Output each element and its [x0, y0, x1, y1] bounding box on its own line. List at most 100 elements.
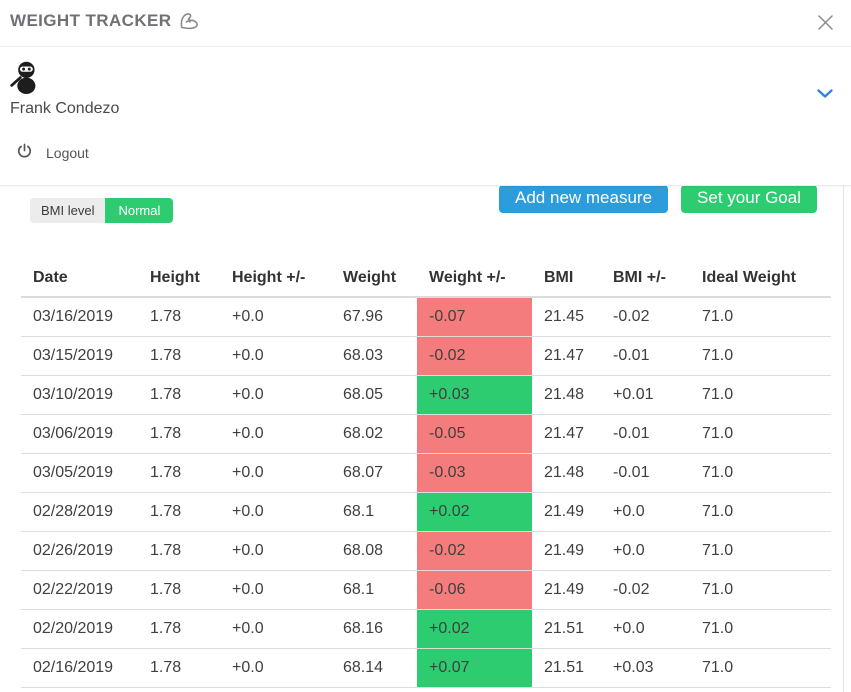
ninja-avatar-icon	[10, 61, 41, 96]
logout-label: Logout	[46, 144, 89, 161]
cell-bmi: 21.51	[532, 648, 601, 688]
cell-bmi: 21.48	[532, 375, 601, 415]
cell-ideal-weight: 71.0	[690, 375, 831, 415]
cell-date: 03/10/2019	[21, 375, 138, 415]
cell-height: 1.78	[138, 531, 220, 571]
cell-date: 02/28/2019	[21, 492, 138, 532]
cell-weight-delta: +0.02	[417, 609, 532, 649]
cell-bmi-delta: +0.01	[601, 375, 690, 415]
cell-height-delta: +0.0	[220, 336, 331, 376]
cell-bmi-delta: +0.0	[601, 609, 690, 649]
cell-weight-delta: +0.07	[417, 648, 532, 688]
cell-height: 1.78	[138, 492, 220, 532]
cell-height: 1.78	[138, 297, 220, 337]
cell-weight-delta: +0.03	[417, 375, 532, 415]
column-header-height-delta: Height +/-	[220, 262, 331, 298]
cell-height-delta: +0.0	[220, 492, 331, 532]
page-title-text: WEIGHT TRACKER	[10, 11, 172, 30]
cell-ideal-weight: 71.0	[690, 648, 831, 688]
table-row: 02/16/2019 1.78 +0.0 68.14 +0.07 21.51 +…	[21, 648, 831, 688]
cell-ideal-weight: 71.0	[690, 492, 831, 532]
cell-weight: 68.1	[331, 492, 417, 532]
cell-bmi-delta: -0.01	[601, 453, 690, 493]
table-row: 02/20/2019 1.78 +0.0 68.16 +0.02 21.51 +…	[21, 609, 831, 649]
cell-weight: 68.03	[331, 336, 417, 376]
set-your-goal-button[interactable]: Set your Goal	[681, 185, 817, 213]
user-dropdown-panel: Frank Condezo Logout	[0, 46, 851, 186]
cell-weight: 68.14	[331, 648, 417, 688]
flexed-biceps-icon	[178, 11, 200, 31]
cell-bmi-delta: -0.02	[601, 297, 690, 337]
table-row: 03/10/2019 1.78 +0.0 68.05 +0.03 21.48 +…	[21, 375, 831, 415]
table-row: 03/15/2019 1.78 +0.0 68.03 -0.02 21.47 -…	[21, 336, 831, 376]
toolbar-actions: Add new measure Set your Goal	[499, 185, 817, 213]
cell-ideal-weight: 71.0	[690, 297, 831, 337]
cell-ideal-weight: 71.0	[690, 570, 831, 610]
table-row: 02/28/2019 1.78 +0.0 68.1 +0.02 21.49 +0…	[21, 492, 831, 532]
cell-weight-delta: -0.02	[417, 531, 532, 571]
cell-ideal-weight: 71.0	[690, 609, 831, 649]
user-name: Frank Condezo	[10, 100, 120, 117]
cell-height-delta: +0.0	[220, 375, 331, 415]
cell-ideal-weight: 71.0	[690, 453, 831, 493]
column-header-weight: Weight	[331, 262, 417, 298]
cell-ideal-weight: 71.0	[690, 414, 831, 454]
cell-bmi-delta: -0.02	[601, 570, 690, 610]
scrollbar-track[interactable]	[843, 185, 851, 692]
cell-bmi: 21.49	[532, 570, 601, 610]
chevron-down-icon[interactable]	[817, 87, 833, 102]
cell-height: 1.78	[138, 414, 220, 454]
table-row: 03/06/2019 1.78 +0.0 68.02 -0.05 21.47 -…	[21, 414, 831, 454]
cell-height: 1.78	[138, 336, 220, 376]
column-header-bmi-delta: BMI +/-	[601, 262, 690, 298]
cell-height-delta: +0.0	[220, 648, 331, 688]
cell-weight: 68.02	[331, 414, 417, 454]
cell-date: 02/26/2019	[21, 531, 138, 571]
table-row: 02/22/2019 1.78 +0.0 68.1 -0.06 21.49 -0…	[21, 570, 831, 610]
cell-height-delta: +0.0	[220, 414, 331, 454]
close-icon[interactable]	[815, 12, 835, 32]
column-header-bmi: BMI	[532, 262, 601, 298]
add-new-measure-button[interactable]: Add new measure	[499, 185, 669, 213]
table-row: 03/05/2019 1.78 +0.0 68.07 -0.03 21.48 -…	[21, 453, 831, 493]
cell-bmi: 21.51	[532, 609, 601, 649]
cell-weight-delta: +0.02	[417, 492, 532, 532]
cell-date: 02/16/2019	[21, 648, 138, 688]
app-header: WEIGHT TRACKER	[0, 0, 851, 47]
cell-height: 1.78	[138, 453, 220, 493]
cell-bmi-delta: +0.0	[601, 531, 690, 571]
cell-weight: 68.08	[331, 531, 417, 571]
bmi-level-badge: BMI level Normal	[30, 198, 174, 223]
cell-height-delta: +0.0	[220, 453, 331, 493]
cell-weight-delta: -0.05	[417, 414, 532, 454]
cell-bmi: 21.49	[532, 492, 601, 532]
bmi-level-value-badge: Normal	[105, 198, 174, 223]
cell-bmi-delta: -0.01	[601, 414, 690, 454]
cell-date: 03/06/2019	[21, 414, 138, 454]
cell-date: 02/20/2019	[21, 609, 138, 649]
column-header-date: Date	[21, 262, 138, 298]
cell-height-delta: +0.0	[220, 297, 331, 337]
cell-weight: 68.1	[331, 570, 417, 610]
cell-bmi: 21.48	[532, 453, 601, 493]
cell-height: 1.78	[138, 375, 220, 415]
cell-weight-delta: -0.06	[417, 570, 532, 610]
bmi-level-label: BMI level	[30, 198, 106, 223]
logout-button[interactable]: Logout	[17, 143, 89, 162]
cell-bmi: 21.45	[532, 297, 601, 337]
cell-weight: 68.05	[331, 375, 417, 415]
cell-weight-delta: -0.02	[417, 336, 532, 376]
cell-weight: 67.96	[331, 297, 417, 337]
cell-date: 03/15/2019	[21, 336, 138, 376]
cell-height: 1.78	[138, 609, 220, 649]
table-row: 02/26/2019 1.78 +0.0 68.08 -0.02 21.49 +…	[21, 531, 831, 571]
cell-bmi-delta: -0.01	[601, 336, 690, 376]
cell-height: 1.78	[138, 570, 220, 610]
cell-height-delta: +0.0	[220, 570, 331, 610]
cell-height: 1.78	[138, 648, 220, 688]
cell-weight: 68.07	[331, 453, 417, 493]
column-header-height: Height	[138, 262, 220, 298]
cell-date: 02/22/2019	[21, 570, 138, 610]
cell-weight-delta: -0.07	[417, 297, 532, 337]
cell-weight-delta: -0.03	[417, 453, 532, 493]
